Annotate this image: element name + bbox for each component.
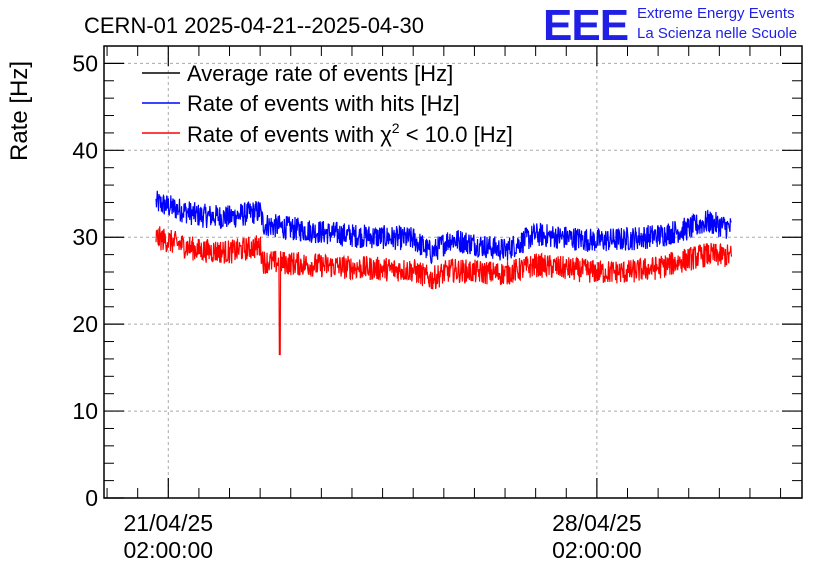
- chart-title: CERN-01 2025-04-21--2025-04-30: [84, 13, 424, 38]
- y-tick-label: 20: [72, 311, 98, 337]
- series-line-1: [155, 190, 732, 265]
- y-tick-label: 50: [72, 50, 98, 76]
- series-line-2: [155, 226, 733, 356]
- eee-logo-letters: EEE: [543, 1, 628, 50]
- axis-tick-labels: 0102030405021/04/2502:00:0028/04/2502:00…: [72, 50, 641, 563]
- x-tick-label-date: 28/04/25: [552, 510, 642, 536]
- y-tick-label: 30: [72, 224, 98, 250]
- legend-label-hits: Rate of events with hits [Hz]: [187, 91, 460, 116]
- x-tick-label-time: 02:00:00: [124, 537, 214, 563]
- legend-label-chi2: Rate of events with χ2 < 10.0 [Hz]: [187, 120, 513, 147]
- eee-logo-line2: La Scienza nelle Scuole: [637, 25, 797, 42]
- y-axis-label: Rate [Hz]: [6, 61, 33, 161]
- axis-ticks: [104, 45, 802, 499]
- eee-logo-line1: Extreme Energy Events: [637, 5, 795, 22]
- y-tick-label: 0: [85, 485, 98, 511]
- series-layer: [155, 190, 733, 356]
- eee-logo: EEE Extreme Energy Events La Scienza nel…: [543, 1, 797, 50]
- legend-label-average: Average rate of events [Hz]: [187, 61, 453, 86]
- x-tick-label-date: 21/04/25: [124, 510, 214, 536]
- legend: Average rate of events [Hz] Rate of even…: [142, 61, 513, 147]
- y-tick-label: 40: [72, 137, 98, 163]
- x-tick-label-time: 02:00:00: [552, 537, 642, 563]
- y-tick-label: 10: [72, 398, 98, 424]
